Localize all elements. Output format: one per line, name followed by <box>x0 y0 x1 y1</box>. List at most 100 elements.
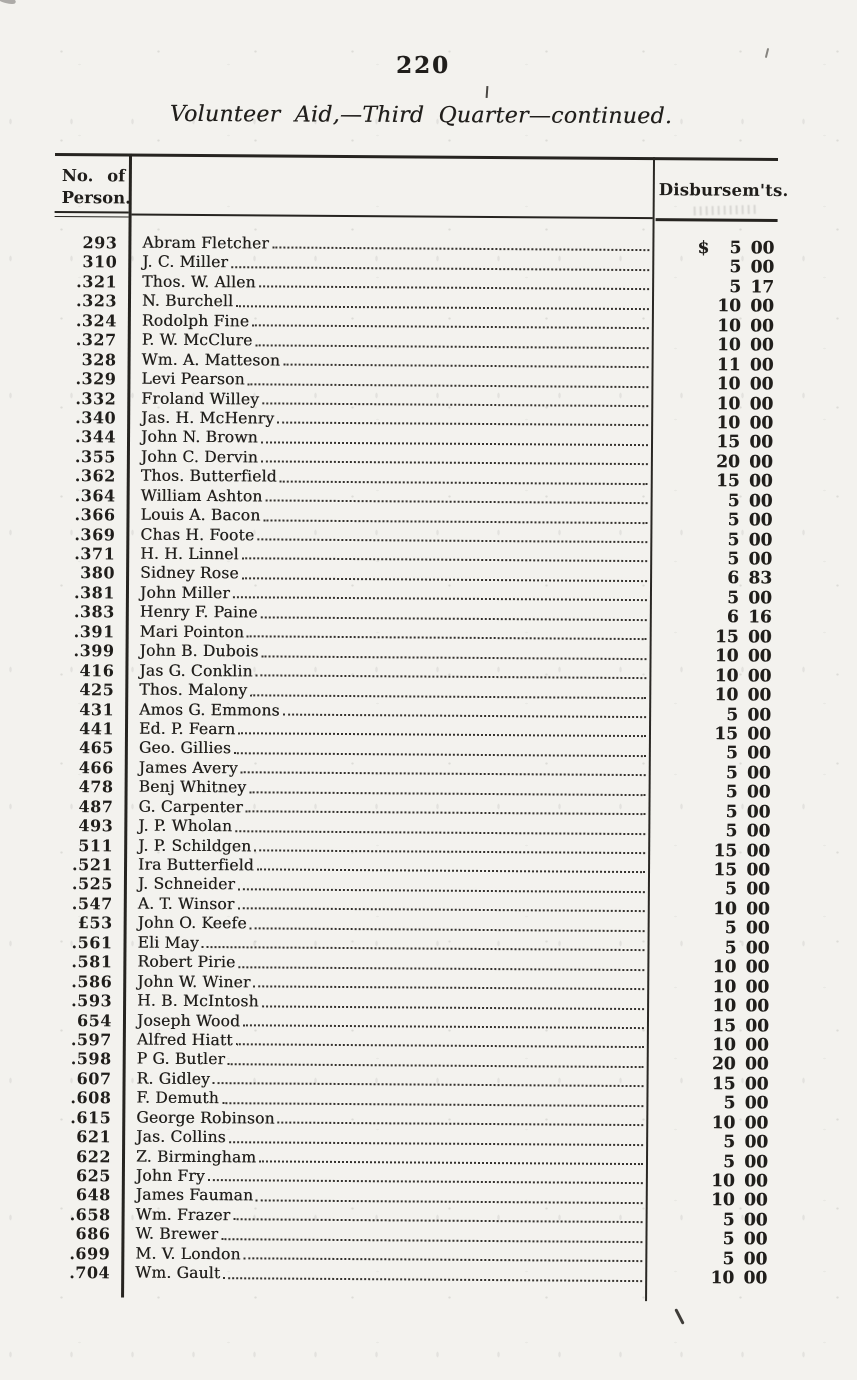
table-rows: 293 Abram Fletcher $ 5 00 310 J. C. Mill… <box>47 233 777 1288</box>
amount-cents: 00 <box>749 374 774 395</box>
person-number: 478 <box>78 777 114 797</box>
header-underline-left <box>54 210 129 218</box>
person-name: Sidney Rose <box>140 564 239 583</box>
amount-cents: 00 <box>749 354 774 376</box>
person-number: 465 <box>78 738 114 758</box>
amount-cents: 16 <box>748 607 772 628</box>
amount-dollars: 6 <box>726 607 739 628</box>
disbursement-amount: 5 00 <box>649 530 775 550</box>
person-name: P. W. McClure <box>141 330 253 350</box>
person-number: .327 <box>75 330 117 350</box>
person-name: Jas. H. McHenry <box>141 408 275 428</box>
dot-leader <box>265 499 648 505</box>
person-name: Joseph Wood <box>136 1011 241 1030</box>
person-number: 511 <box>78 835 114 855</box>
amount-cents: 00 <box>749 335 774 356</box>
disbursement-amount: 5 00 <box>645 1152 771 1172</box>
person-number: .521 <box>72 855 114 875</box>
person-name: A. T. Winsor <box>137 894 235 914</box>
dot-leader <box>238 732 646 738</box>
amount-dollars: 6 <box>727 568 740 589</box>
person-number: 622 <box>76 1146 112 1166</box>
amount-cents: 00 <box>749 471 773 492</box>
amount-dollars: 10 <box>714 665 739 686</box>
dot-leader <box>247 635 647 641</box>
disbursement-amount: 10 00 <box>645 1171 771 1192</box>
amount-cents: 00 <box>745 1035 769 1056</box>
person-name: H. B. McIntosh <box>137 991 259 1011</box>
person-name: Froland Willey <box>141 389 260 408</box>
person-number: 648 <box>75 1185 111 1205</box>
amount-cents: 00 <box>748 529 773 551</box>
amount-cents: 00 <box>750 257 775 278</box>
person-number: 621 <box>76 1127 112 1147</box>
amount-cents: 00 <box>747 704 772 725</box>
person-name: Ed. P. Fearn <box>138 719 236 739</box>
person-name: Jas. Collins <box>136 1127 226 1147</box>
amount-dollars: 15 <box>716 471 740 492</box>
dot-leader <box>253 985 645 991</box>
dot-leader <box>238 888 645 893</box>
dot-leader <box>259 1160 643 1166</box>
amount-cents: 00 <box>746 899 770 920</box>
person-number: .381 <box>73 582 116 603</box>
table-top-rule <box>55 152 779 161</box>
dot-leader <box>207 1179 643 1185</box>
person-name: John Fry <box>135 1166 205 1186</box>
disbursement-amount: 10 00 <box>650 374 776 395</box>
person-name: F. Demuth <box>136 1088 220 1108</box>
amount-dollars: 5 <box>725 821 738 842</box>
amount-cents: 00 <box>749 393 774 414</box>
disbursement-amount: 10 00 <box>650 413 776 434</box>
person-number: .383 <box>73 602 115 622</box>
amount-cents: 17 <box>750 277 775 298</box>
amount-dollars: 15 <box>712 1015 737 1036</box>
disbursement-amount: 5 00 <box>645 1093 771 1114</box>
disbursements-column-header: Disbursem'ts. <box>658 180 789 201</box>
amount-cents: 00 <box>746 879 770 900</box>
person-name: John N. Brown <box>140 427 258 447</box>
amount-dollars: 5 <box>723 1132 736 1153</box>
amount-dollars: 10 <box>716 335 741 356</box>
dot-leader <box>255 674 647 680</box>
dot-leader <box>249 791 646 796</box>
disbursement-amount: 10 00 <box>650 394 776 414</box>
person-name: William Ashton <box>140 486 263 506</box>
disbursement-amount: 15 00 <box>649 627 775 647</box>
person-number: 654 <box>77 1010 113 1030</box>
dot-leader <box>236 304 649 310</box>
person-number: .321 <box>76 271 118 292</box>
person-number: 441 <box>79 719 115 739</box>
amount-dollars: 5 <box>727 490 740 511</box>
amount-cents: 00 <box>750 316 774 337</box>
amount-dollars: 5 <box>724 879 737 900</box>
person-number: 487 <box>78 796 114 817</box>
amount-cents: 00 <box>747 743 771 764</box>
disbursement-amount: 5 00 <box>650 491 776 511</box>
person-number: .699 <box>69 1243 111 1264</box>
dot-leader <box>247 382 649 388</box>
amount-cents: 00 <box>747 724 772 745</box>
dot-leader <box>254 849 646 855</box>
person-name: John W. Winer <box>137 972 251 991</box>
amount-cents: 00 <box>745 976 770 998</box>
person-name: Henry F. Paine <box>139 602 258 622</box>
person-name: N. Burchell <box>141 291 234 311</box>
person-number: .366 <box>74 505 116 525</box>
dot-leader <box>237 907 645 913</box>
amount-dollars: 15 <box>716 432 741 453</box>
person-name: W. Brewer <box>135 1224 219 1244</box>
amount-dollars: 5 <box>725 801 738 822</box>
disbursement-amount: 5 00 <box>649 588 775 608</box>
amount-dollars: 10 <box>710 1190 735 1211</box>
person-number: .362 <box>74 466 116 486</box>
disbursement-amount: 10 00 <box>645 1113 771 1133</box>
amount-cents: 00 <box>745 1015 770 1036</box>
disbursement-amount: 10 00 <box>646 1035 772 1056</box>
person-name: Jas G. Conklin <box>139 661 253 680</box>
amount-cents: 00 <box>745 996 770 1017</box>
amount-cents: 00 <box>746 860 771 881</box>
person-number: 493 <box>78 816 114 836</box>
disbursement-amount: 5 00 <box>647 802 773 822</box>
